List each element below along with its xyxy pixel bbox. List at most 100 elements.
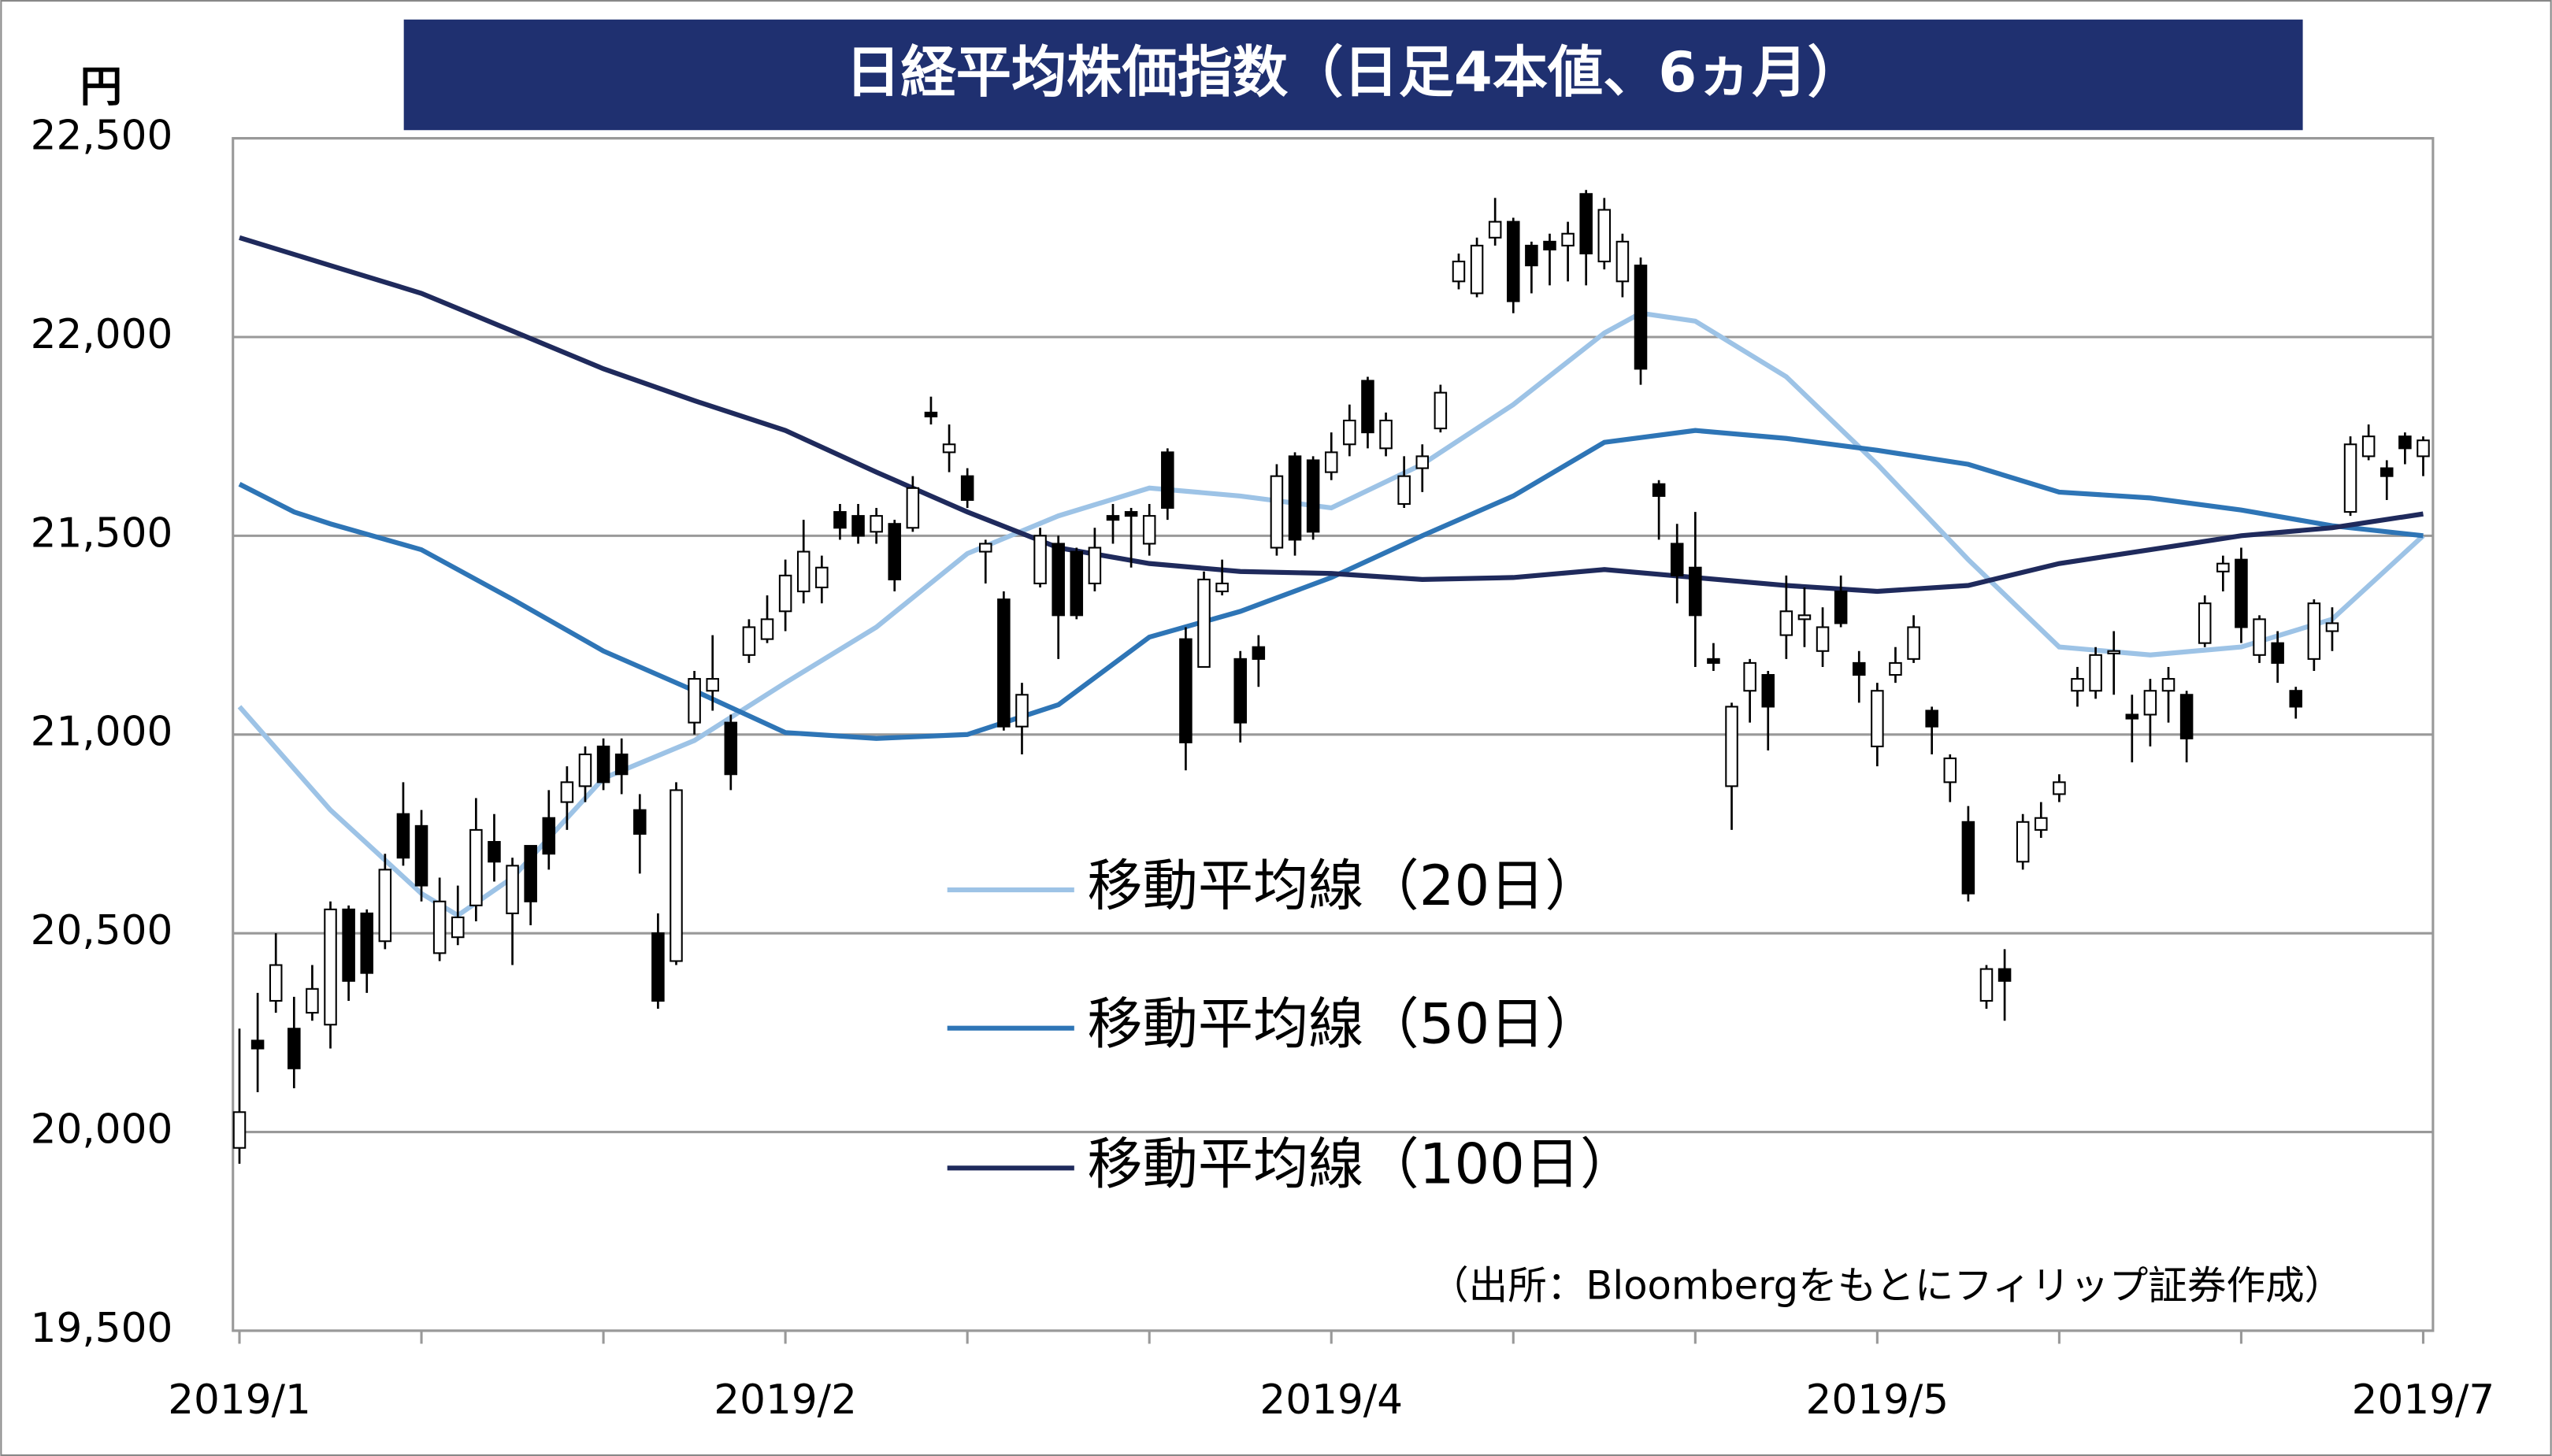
candle-body xyxy=(815,566,829,589)
candle-body xyxy=(1707,658,1720,664)
candle-body xyxy=(2125,713,2139,720)
candle-body xyxy=(2216,562,2230,572)
candle-body xyxy=(1288,455,1302,541)
chart-title: 日経平均株価指数（日足4本値、6ヵ月） xyxy=(845,40,1863,105)
candle-body xyxy=(287,1028,301,1069)
candle-body xyxy=(232,1111,247,1149)
candle-body xyxy=(524,845,537,902)
candle-body xyxy=(778,574,792,613)
candle-body xyxy=(2380,467,2394,477)
candle-body xyxy=(1306,459,1320,533)
candle-body xyxy=(1379,419,1393,450)
candle-body xyxy=(1324,451,1338,473)
candle-body xyxy=(1925,709,1938,728)
legend-label: 移動平均線（100日） xyxy=(1087,1132,1635,1196)
candle-body xyxy=(1761,674,1775,708)
candle-body xyxy=(1270,475,1284,549)
source-note: （出所：Bloombergをもとにフィリップ証券作成） xyxy=(1430,1263,2343,1309)
candle-body xyxy=(1997,968,2012,982)
candle-body xyxy=(1525,244,1538,267)
candle-body xyxy=(1088,546,1102,584)
candle-body xyxy=(1124,511,1138,517)
candle-body xyxy=(2071,678,2084,692)
x-tick-label: 2019/7 xyxy=(2352,1376,2495,1424)
candle-body xyxy=(1052,543,1065,617)
candle-body xyxy=(942,443,956,454)
candle-body xyxy=(1252,646,1266,660)
candle-body xyxy=(979,543,992,553)
candle-body xyxy=(2253,618,2266,656)
candle-body xyxy=(396,813,410,859)
candle-body xyxy=(724,721,738,776)
candle-body xyxy=(360,912,373,974)
candle-body xyxy=(2143,690,2157,716)
candle-body xyxy=(633,809,647,835)
candle-body xyxy=(1943,758,1957,784)
candle-body xyxy=(1579,193,1593,255)
candle-body xyxy=(1488,220,1502,239)
candle-body xyxy=(2053,781,2066,795)
candle-body xyxy=(1070,550,1084,617)
candle-body xyxy=(506,865,519,914)
candle-body xyxy=(1871,690,1884,747)
candle-body xyxy=(670,789,683,962)
candle-body xyxy=(1543,240,1556,250)
candle-body xyxy=(1215,582,1229,593)
candle-body xyxy=(1779,610,1793,636)
moving-average-line xyxy=(238,428,2424,741)
candle-body xyxy=(596,745,610,784)
candle-body xyxy=(1889,661,1902,676)
candle-body xyxy=(1106,515,1120,521)
y-axis-label: 円 xyxy=(80,61,123,111)
candle-body xyxy=(469,828,483,906)
candle-body xyxy=(1561,232,1575,246)
x-tick-label: 2019/4 xyxy=(1259,1376,1403,1424)
candle-body xyxy=(2179,694,2194,739)
candle-body xyxy=(1033,535,1047,584)
candle-body xyxy=(1507,220,1520,302)
candle-body xyxy=(906,487,920,529)
candle-body xyxy=(706,678,719,692)
candle-body xyxy=(324,908,337,1026)
candle-body xyxy=(1834,591,1848,624)
candle-body xyxy=(1816,626,1830,652)
candle-body xyxy=(2035,817,2048,831)
candle-body xyxy=(2361,435,2376,458)
title-box xyxy=(403,19,2303,131)
legend-label: 移動平均線（20日） xyxy=(1087,854,1600,918)
candle-body xyxy=(342,908,355,982)
candle-body xyxy=(2089,654,2102,692)
y-tick-label: 22,000 xyxy=(31,311,173,358)
candle-body xyxy=(1652,483,1666,497)
candle-body xyxy=(1415,455,1430,469)
candle-body xyxy=(1961,821,1975,895)
candle-body xyxy=(432,900,447,954)
candle-body xyxy=(688,678,701,724)
y-tick-label: 20,500 xyxy=(31,907,173,954)
candle-body xyxy=(2307,602,2321,660)
candle-body xyxy=(542,817,556,855)
candle-body xyxy=(414,824,428,887)
candle-body xyxy=(1452,261,1466,283)
candle-body xyxy=(1343,419,1356,446)
candle-body xyxy=(2271,642,2284,664)
candle-body xyxy=(651,932,665,1002)
candle-body xyxy=(451,916,465,939)
candle-body xyxy=(2325,622,2339,632)
candle-body xyxy=(1197,578,1211,668)
candle-body xyxy=(2398,435,2412,450)
candle-body xyxy=(378,869,392,943)
candle-body xyxy=(1161,451,1174,509)
candle-body xyxy=(614,753,629,776)
candle-body xyxy=(851,515,865,537)
candle-body xyxy=(1634,265,1648,370)
candle-body xyxy=(1470,244,1484,295)
candle-body xyxy=(1015,694,1029,728)
candle-body xyxy=(488,841,501,863)
candle-body xyxy=(1615,240,1630,283)
legend-label: 移動平均線（50日） xyxy=(1087,992,1600,1057)
candle-body xyxy=(1979,968,1994,1002)
candle-body xyxy=(2107,650,2120,654)
candle-body xyxy=(2198,602,2212,644)
